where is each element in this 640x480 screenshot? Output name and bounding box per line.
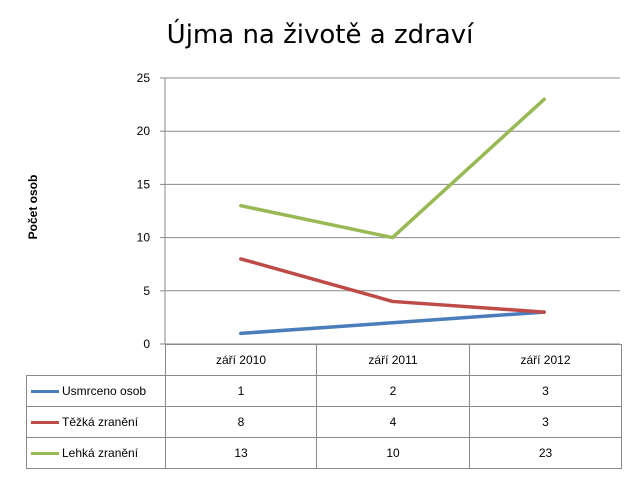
data-cell: 23 <box>469 437 622 469</box>
y-tick-label: 25 <box>137 71 151 85</box>
data-cell: 4 <box>316 406 470 438</box>
category-label: září 2012 <box>469 344 622 376</box>
y-tick-label: 0 <box>143 337 150 351</box>
data-table: září 2010 září 2011 září 2012 Usmrceno o… <box>26 344 622 469</box>
data-cell: 3 <box>469 406 622 438</box>
legend-key-line <box>31 390 59 394</box>
series-header: Těžká zranění <box>26 406 166 438</box>
series-line <box>239 97 546 240</box>
series-header: Usmrceno osob <box>26 375 166 407</box>
y-tick-label: 15 <box>137 177 151 191</box>
y-tick-label: 20 <box>137 124 151 138</box>
legend-key-line <box>31 421 59 425</box>
chart-title: Újma na životě a zdraví <box>166 20 474 50</box>
data-table-row: Těžká zranění 8 4 3 <box>26 406 622 438</box>
y-tick-label: 5 <box>143 284 150 298</box>
category-label: září 2010 <box>165 344 317 376</box>
data-cell: 1 <box>165 375 317 407</box>
data-cell: 13 <box>165 437 317 469</box>
category-label: září 2011 <box>316 344 470 376</box>
data-table-header-row: září 2010 září 2011 září 2012 <box>27 344 622 376</box>
data-cell: 10 <box>316 437 470 469</box>
series-name: Těžká zranění <box>62 415 139 429</box>
data-table-corner <box>27 345 166 376</box>
series-line <box>239 257 546 314</box>
data-table-row: Lehká zranění 13 10 23 <box>26 437 622 469</box>
series-name: Lehká zranění <box>62 446 139 460</box>
data-cell: 3 <box>469 375 622 407</box>
series-name: Usmrceno osob <box>62 384 147 398</box>
legend-key-line <box>31 452 59 456</box>
series-line <box>239 310 546 336</box>
data-table-row: Usmrceno osob 1 2 3 <box>26 375 622 407</box>
series-header: Lehká zranění <box>26 437 166 469</box>
data-cell: 8 <box>165 406 317 438</box>
y-tick-label: 10 <box>137 231 151 245</box>
data-cell: 2 <box>316 375 470 407</box>
